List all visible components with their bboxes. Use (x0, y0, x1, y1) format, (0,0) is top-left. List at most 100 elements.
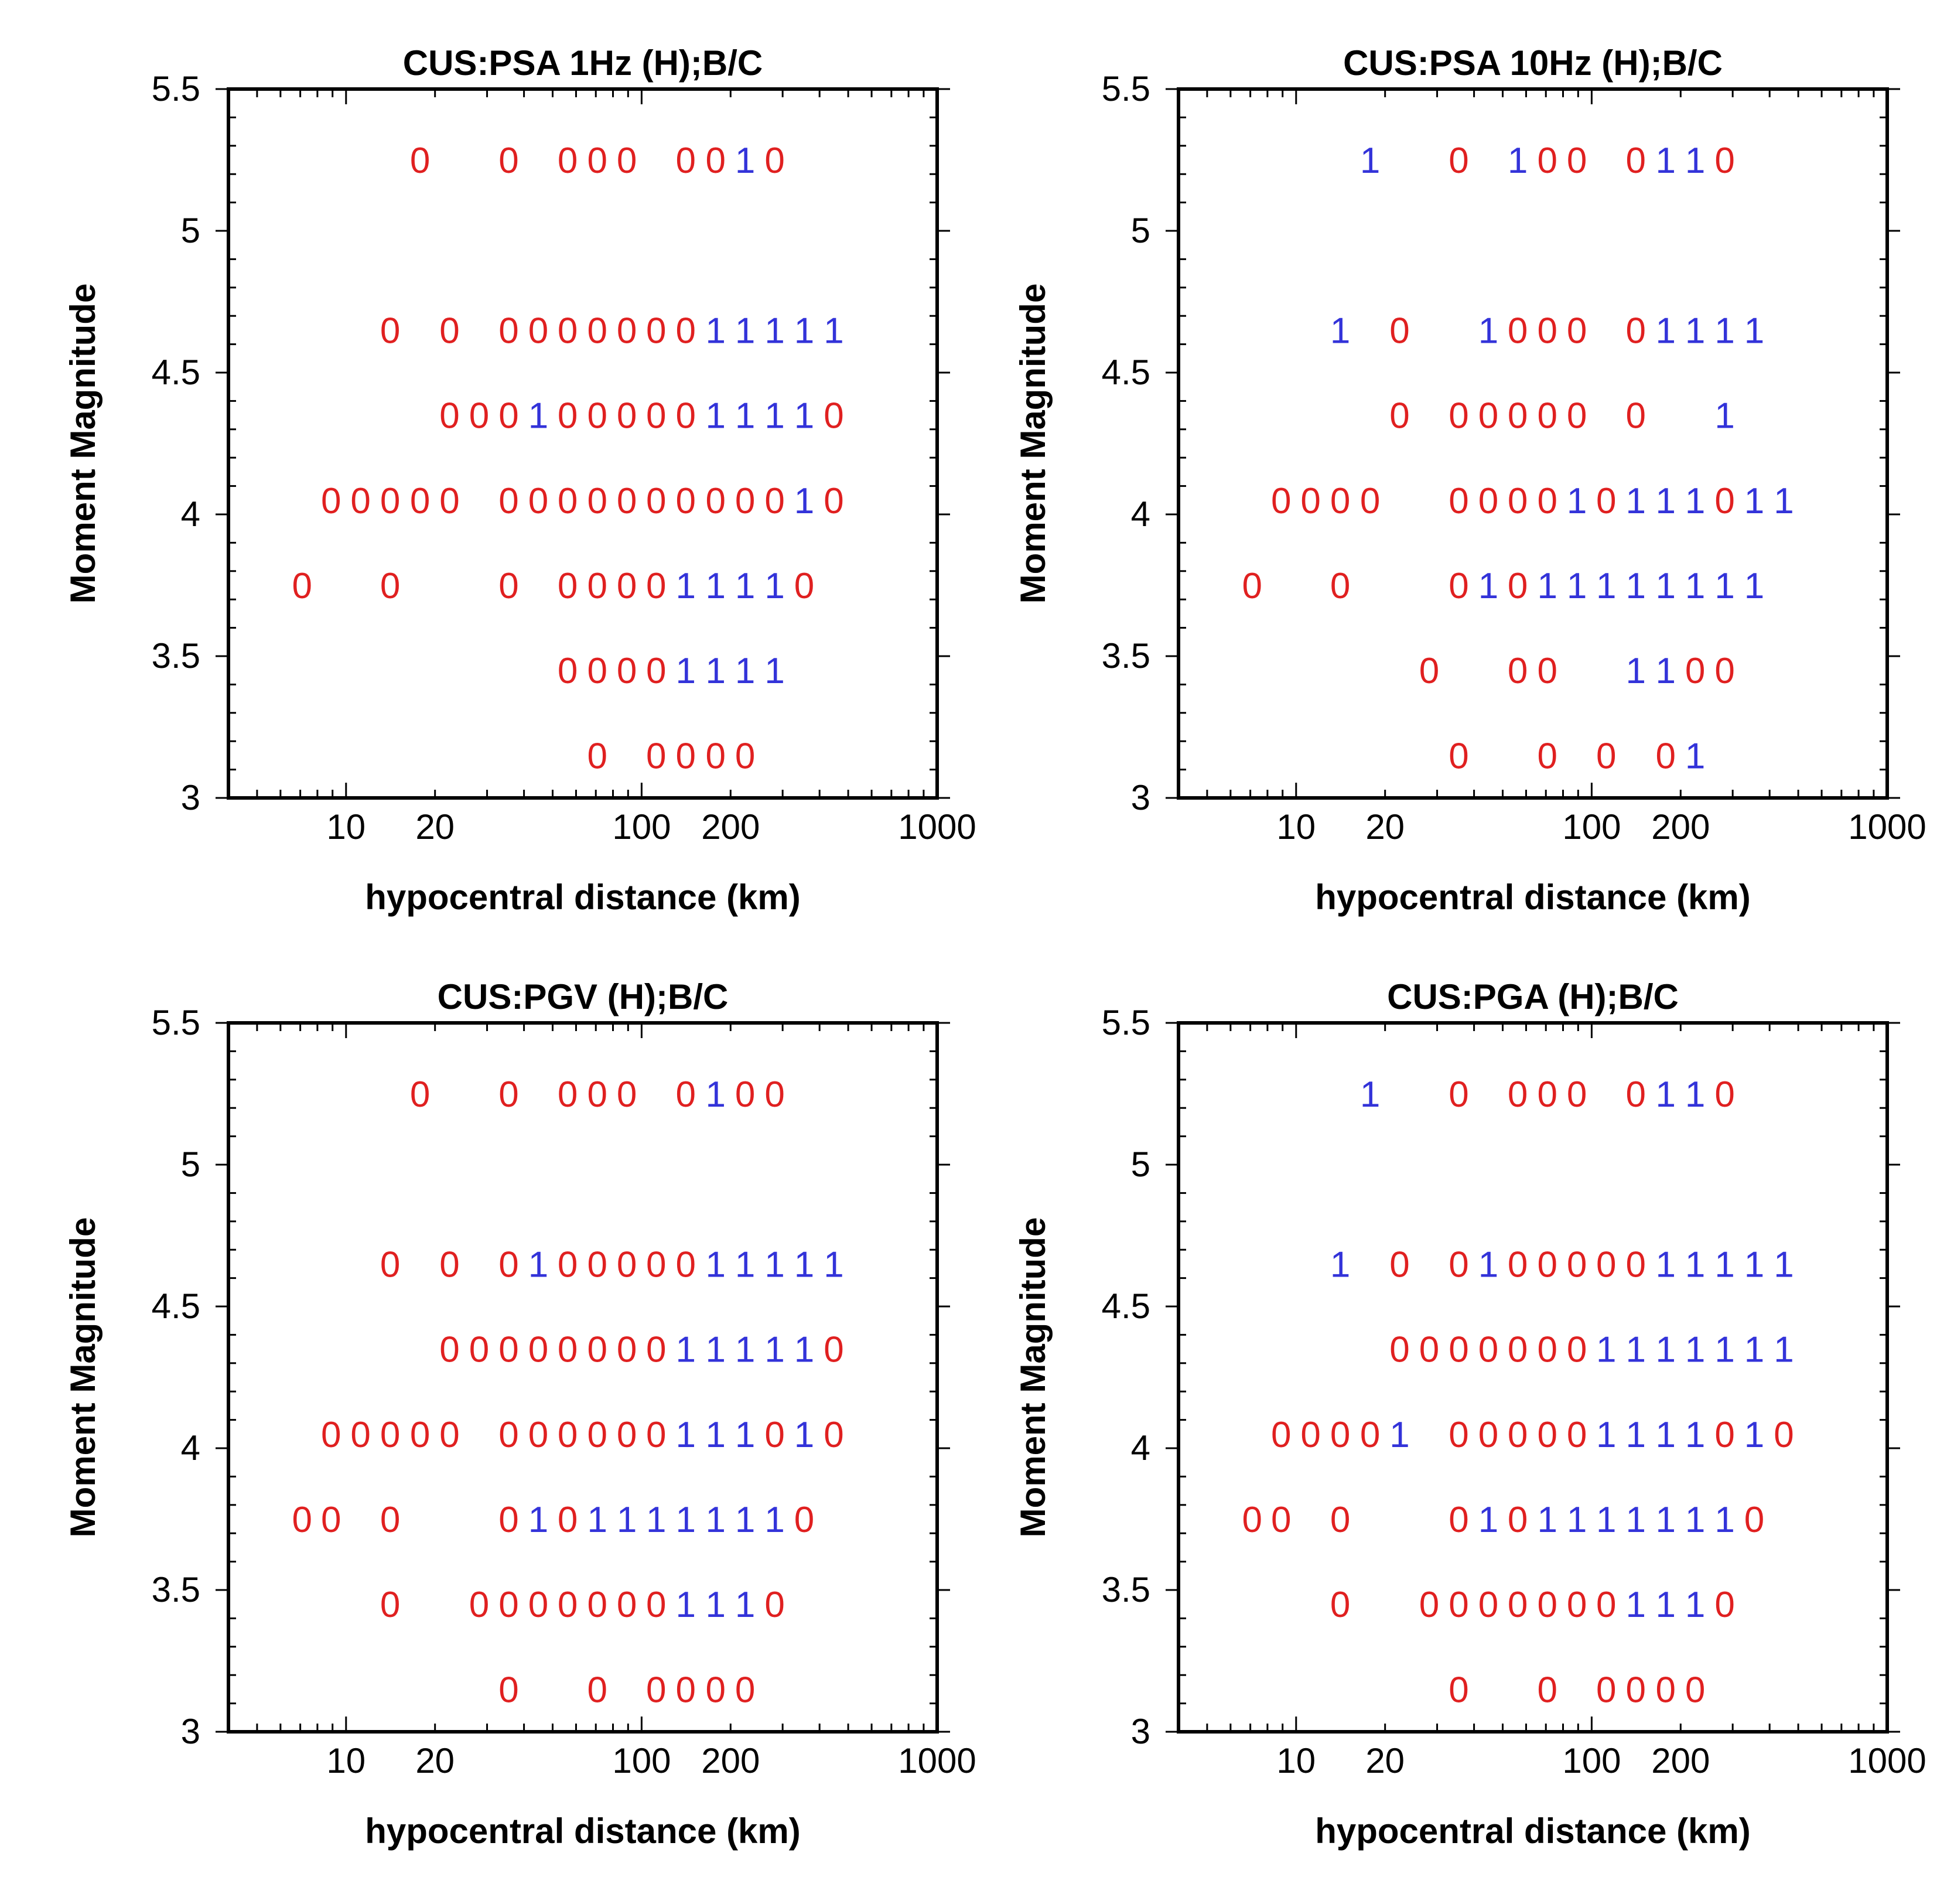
chart-1-cell-0: 0 (1508, 566, 1528, 606)
chart-3-cell-1: 1 (1596, 1330, 1616, 1370)
chart-2-cell-0: 0 (735, 1074, 755, 1115)
chart-0-xtick-label: 1000 (898, 807, 976, 847)
chart-2-ytick-label: 5 (181, 1145, 200, 1184)
chart-1-cell-0: 0 (1714, 651, 1734, 691)
chart-2-cell-1: 1 (735, 1330, 755, 1370)
chart-0-ytick-label: 4 (181, 494, 200, 534)
chart-0-cell-0: 0 (617, 566, 637, 606)
chart-1-cell-1: 1 (1567, 481, 1587, 521)
chart-3-title: CUS:PGA (H);B/C (1387, 977, 1679, 1016)
chart-3-cell-1: 1 (1714, 1244, 1734, 1285)
chart-2-cell-0: 0 (587, 1415, 607, 1455)
chart-2-cell-1: 1 (794, 1330, 814, 1370)
chart-1-cell-1: 1 (1656, 651, 1676, 691)
chart-0-xlabel: hypocentral distance (km) (365, 878, 801, 917)
chart-3-cell-0: 0 (1449, 1500, 1468, 1540)
chart-0-cell-0: 0 (706, 141, 726, 181)
chart-2-cell-0: 0 (469, 1330, 489, 1370)
chart-3-ytick-label: 4.5 (1102, 1287, 1150, 1326)
chart-1-xtick-label: 200 (1651, 807, 1710, 847)
chart-2-cell-0: 0 (380, 1244, 400, 1285)
chart-3-ytick-label: 4 (1131, 1428, 1150, 1468)
chart-0-cell-0: 0 (528, 481, 548, 521)
chart-1-cell-0: 0 (1508, 396, 1528, 436)
chart-0-cell-1: 1 (794, 481, 814, 521)
chart-2-frame (227, 1021, 939, 1734)
chart-0-cell-0: 0 (587, 651, 607, 691)
chart-3-cell-0: 0 (1567, 1074, 1587, 1115)
chart-0-cell-0: 0 (587, 141, 607, 181)
chart-3-cell-1: 1 (1685, 1500, 1705, 1540)
chart-3-ylabel: Moment Magnitude (1013, 1217, 1053, 1538)
chart-1-cell-1: 1 (1360, 141, 1380, 181)
chart-3-cell-0: 0 (1478, 1585, 1498, 1625)
chart-2-cell-0: 0 (824, 1415, 843, 1455)
chart-3-cell-0: 0 (1300, 1415, 1320, 1455)
chart-3-cell-0: 0 (1537, 1244, 1557, 1285)
chart-0-cell-0: 0 (824, 396, 843, 436)
chart-0-cell-0: 0 (528, 310, 548, 351)
chart-0-cell-0: 0 (617, 310, 637, 351)
chart-1-cell-0: 0 (1330, 566, 1350, 606)
chart-2-cell-0: 0 (764, 1074, 784, 1115)
chart-2-cell-1: 1 (675, 1330, 695, 1370)
chart-2-cell-0: 0 (498, 1415, 518, 1455)
chart-3-cell-0: 0 (1449, 1670, 1468, 1710)
chart-2-cell-1: 1 (764, 1244, 784, 1285)
chart-0-cell-0: 0 (735, 736, 755, 776)
chart-1-cell-1: 1 (1744, 566, 1764, 606)
chart-3-ytick-label: 5.5 (1102, 1003, 1150, 1042)
chart-0-ylabel: Moment Magnitude (63, 284, 103, 604)
chart-3-cell-1: 1 (1656, 1500, 1676, 1540)
chart-3-cell-1: 1 (1478, 1500, 1498, 1540)
chart-2-ylabel: Moment Magnitude (63, 1217, 103, 1538)
chart-2-cell-0: 0 (646, 1670, 666, 1710)
chart-2-ytick-label: 3 (181, 1712, 200, 1751)
chart-1-cell-0: 0 (1449, 141, 1468, 181)
chart-1-cell-1: 1 (1478, 310, 1498, 351)
chart-0-cell-0: 0 (350, 481, 370, 521)
chart-1-cell-0: 0 (1300, 481, 1320, 521)
chart-1-cell-1: 1 (1625, 481, 1645, 521)
chart-3-cell-1: 1 (1656, 1330, 1676, 1370)
chart-1-cell-1: 1 (1625, 651, 1645, 691)
chart-1-ytick-label: 4 (1131, 494, 1150, 534)
chart-0-cell-1: 1 (764, 651, 784, 691)
chart-2-cell-0: 0 (439, 1244, 459, 1285)
chart-1-cell-0: 0 (1419, 651, 1439, 691)
chart-3-cell-1: 1 (1685, 1415, 1705, 1455)
chart-1-cell-0: 0 (1596, 736, 1616, 776)
chart-1-cell-1: 1 (1744, 310, 1764, 351)
chart-0-cell-1: 1 (735, 141, 755, 181)
chart-0-cell-1: 1 (735, 310, 755, 351)
chart-2-cell-1: 1 (675, 1585, 695, 1625)
chart-2-cell-0: 0 (646, 1415, 666, 1455)
chart-1-cell-1: 1 (1537, 566, 1557, 606)
chart-2-cell-0: 0 (528, 1330, 548, 1370)
chart-2-cell-0: 0 (646, 1585, 666, 1625)
chart-0-cell-0: 0 (558, 651, 578, 691)
chart-3-ticks (1166, 1022, 1900, 1733)
chart-2-cell-1: 1 (794, 1244, 814, 1285)
chart-2-title: CUS:PGV (H);B/C (438, 977, 729, 1016)
chart-2-cell-0: 0 (292, 1500, 312, 1540)
chart-0-cell-0: 0 (646, 566, 666, 606)
chart-0-cell-0: 0 (380, 481, 400, 521)
chart-1-cell-0: 0 (1537, 310, 1557, 351)
chart-2-cell-1: 1 (706, 1500, 726, 1540)
chart-1-cell-1: 1 (1714, 310, 1734, 351)
chart-1-cell-0: 0 (1537, 141, 1557, 181)
chart-1-cell-1: 1 (1685, 310, 1705, 351)
chart-3-cell-0: 0 (1508, 1500, 1528, 1540)
chart-2-cell-0: 0 (617, 1244, 637, 1285)
chart-2-cell-1: 1 (587, 1500, 607, 1540)
chart-3-cell-0: 0 (1567, 1585, 1587, 1625)
chart-2-xtick-label: 1000 (898, 1741, 976, 1780)
chart-1-xtick-label: 10 (1276, 807, 1316, 847)
chart-2-cells: 0 0 0 0 0 0 1 0 00 0 0 1 0 0 0 0 0 1 1 1 1 10 0 0 0 0 0 0 0 1 1 1 1 1 00 0 0… (292, 1074, 844, 1710)
chart-0-cell-0: 0 (646, 310, 666, 351)
chart-0-cell-0: 0 (498, 481, 518, 521)
chart-0-cell-0: 0 (675, 310, 695, 351)
